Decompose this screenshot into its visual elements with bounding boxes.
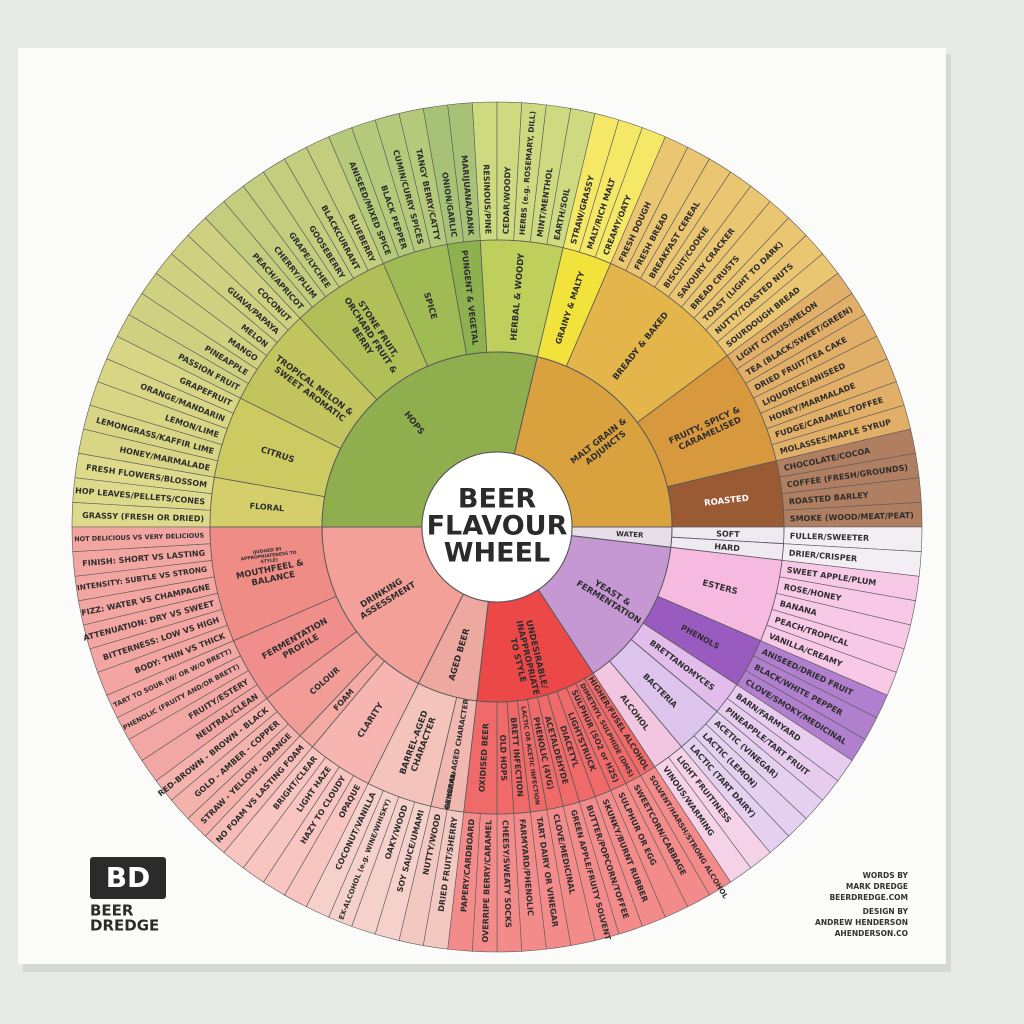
- center-circle: [421, 451, 573, 603]
- flavour-label: CEDAR/WOODY: [501, 166, 512, 234]
- flavour-label: SMOKE (WOOD/MEAT/PEAT): [790, 510, 914, 523]
- credit-line: ANDREW HENDERSON: [815, 918, 908, 927]
- subcategory-label: FLORAL: [249, 501, 284, 513]
- logo-text: DREDGE: [90, 917, 159, 935]
- flavour-label: CHEESY/SWEATY SOCKS: [501, 820, 513, 928]
- subcategory-label: HARD: [714, 542, 741, 553]
- flavour-label: RESINOUS/PINE: [482, 164, 493, 234]
- credits: WORDS BY MARK DREDGE BEERDREDGE.COM DESIGN …: [815, 871, 909, 938]
- subcategory-label: OXIDISED BEER: [477, 723, 490, 793]
- credit-line: WORDS BY: [863, 871, 909, 880]
- logo-text: BEER: [90, 902, 134, 920]
- flavour-label: GRASSY (FRESH OR DRIED): [82, 510, 204, 523]
- credit-line: MARK DREDGE: [846, 882, 908, 891]
- credit-line: BEERDREDGE.COM: [829, 893, 908, 902]
- logo-mark: [90, 857, 166, 899]
- flavour-wheel: GRASSY (FRESH OR DRIED)HOP LEAVES/PELLET…: [71, 101, 923, 953]
- title-line: WHEEL: [444, 538, 550, 569]
- title-line: BEER: [458, 484, 536, 515]
- title-line: FLAVOUR: [427, 511, 568, 542]
- flavour-label: OVERRIPE BERRY/CARAMEL: [480, 820, 493, 943]
- credit-line: AHENDERSON.CO: [835, 929, 908, 938]
- logo-letters: BD: [106, 861, 151, 894]
- subcategory-label: OLD HOPS: [499, 735, 509, 782]
- credit-line: DESIGN BY: [863, 907, 909, 916]
- flavour-label: NOT DELICIOUS VS VERY DELICIOUS: [74, 532, 204, 544]
- flavour-label: FULLER/SWEETER: [790, 531, 870, 542]
- category-label: WATER: [616, 530, 644, 540]
- subcategory-label: SOFT: [716, 529, 740, 539]
